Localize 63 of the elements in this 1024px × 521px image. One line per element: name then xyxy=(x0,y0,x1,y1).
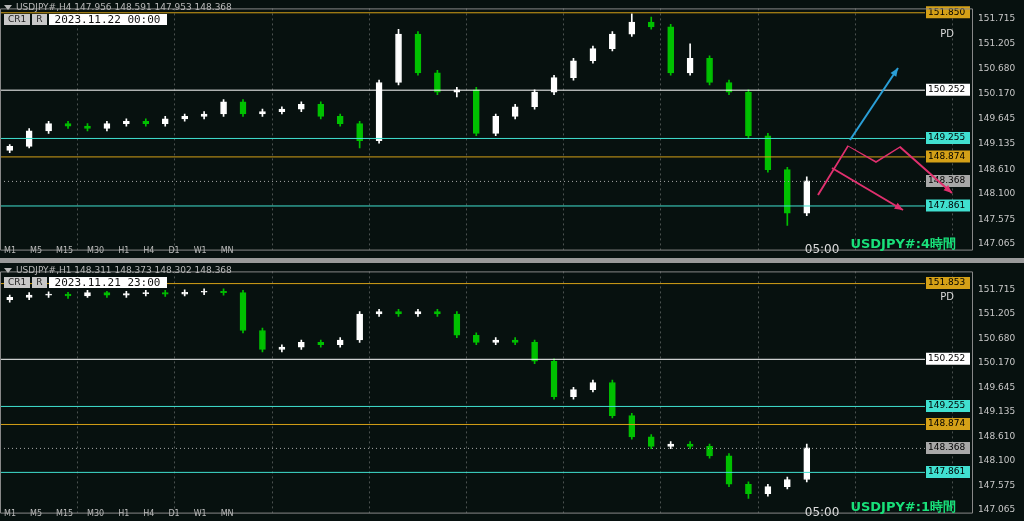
annotation: M30 xyxy=(87,509,105,518)
chart-subtitle: 2023.11.21 23:00 xyxy=(48,276,167,289)
annotation: H1 xyxy=(118,509,130,518)
y-tick-label: 149.645 xyxy=(978,113,1016,124)
y-tick-label: 150.170 xyxy=(978,357,1016,368)
y-tick-label: 151.715 xyxy=(978,283,1016,294)
annotation: M15 xyxy=(56,246,74,255)
annotation: M5 xyxy=(30,246,42,255)
y-tick-label: 148.100 xyxy=(978,454,1016,465)
ref-line-label: 149.255 xyxy=(928,132,966,143)
y-tick-label: 149.135 xyxy=(978,138,1016,149)
annotation: MN xyxy=(220,509,234,518)
annotation: H1 xyxy=(118,246,130,255)
y-tick-label: 147.575 xyxy=(978,213,1016,224)
y-tick-label: 150.680 xyxy=(978,332,1016,343)
annotation: USDJPY#:4時間 xyxy=(850,235,956,253)
annotation: MN xyxy=(220,246,234,255)
annotation: 05:00 xyxy=(804,505,840,519)
annotation: M15 xyxy=(56,509,74,518)
ref-line-label: 150.252 xyxy=(928,353,966,364)
annotation: H4 xyxy=(143,246,155,255)
ref-line-label: 149.255 xyxy=(928,400,966,411)
y-tick-label: 151.715 xyxy=(978,13,1016,24)
y-tick-label: 149.645 xyxy=(978,381,1016,392)
y-tick-label: 147.575 xyxy=(978,479,1016,490)
ref-line-label: 147.861 xyxy=(928,466,966,477)
ref-line-label: 150.252 xyxy=(928,84,966,95)
y-tick-label: 150.170 xyxy=(978,87,1016,98)
annotation: M30 xyxy=(87,246,105,255)
ref-line-label: 151.853 xyxy=(928,277,966,288)
annotation: R xyxy=(32,14,47,25)
annotation: 05:00 xyxy=(804,242,840,256)
annotation: D1 xyxy=(168,509,180,518)
annotation: W1 xyxy=(193,509,207,518)
annotation: M1 xyxy=(4,246,16,255)
chart-title: USDJPY#,H1 148.311 148.373 148.302 148.368 xyxy=(16,265,232,275)
annotation: M1 xyxy=(4,509,16,518)
ref-line-label: 148.368 xyxy=(928,442,966,453)
chart-subtitle: 2023.11.22 00:00 xyxy=(48,13,167,26)
annotation: D1 xyxy=(168,246,180,255)
ref-line-label: 148.874 xyxy=(928,418,966,429)
y-tick-label: 148.610 xyxy=(978,163,1016,174)
y-tick-label: 151.205 xyxy=(978,308,1016,319)
annotation: W1 xyxy=(193,246,207,255)
annotation: PD xyxy=(940,28,954,39)
annotation: CR1 xyxy=(4,277,31,288)
chart-title: USDJPY#,H4 147.956 148.591 147.953 148.368 xyxy=(16,2,232,12)
y-tick-label: 148.100 xyxy=(978,188,1016,199)
annotation: CR1 xyxy=(4,14,31,25)
y-tick-label: 151.205 xyxy=(978,37,1016,48)
annotation: H4 xyxy=(143,509,155,518)
y-tick-label: 149.135 xyxy=(978,405,1016,416)
annotation: PD xyxy=(940,291,954,302)
ref-line-label: 148.874 xyxy=(928,150,966,161)
annotation: USDJPY#:1時間 xyxy=(850,498,956,516)
annotation: M5 xyxy=(30,509,42,518)
y-tick-label: 147.065 xyxy=(978,503,1016,514)
y-tick-label: 147.065 xyxy=(978,238,1016,249)
ref-line-label: 147.861 xyxy=(928,199,966,210)
annotation: R xyxy=(32,277,47,288)
ref-line-label: 151.850 xyxy=(928,6,966,17)
y-tick-label: 148.610 xyxy=(978,430,1016,441)
y-tick-label: 150.680 xyxy=(978,63,1016,74)
